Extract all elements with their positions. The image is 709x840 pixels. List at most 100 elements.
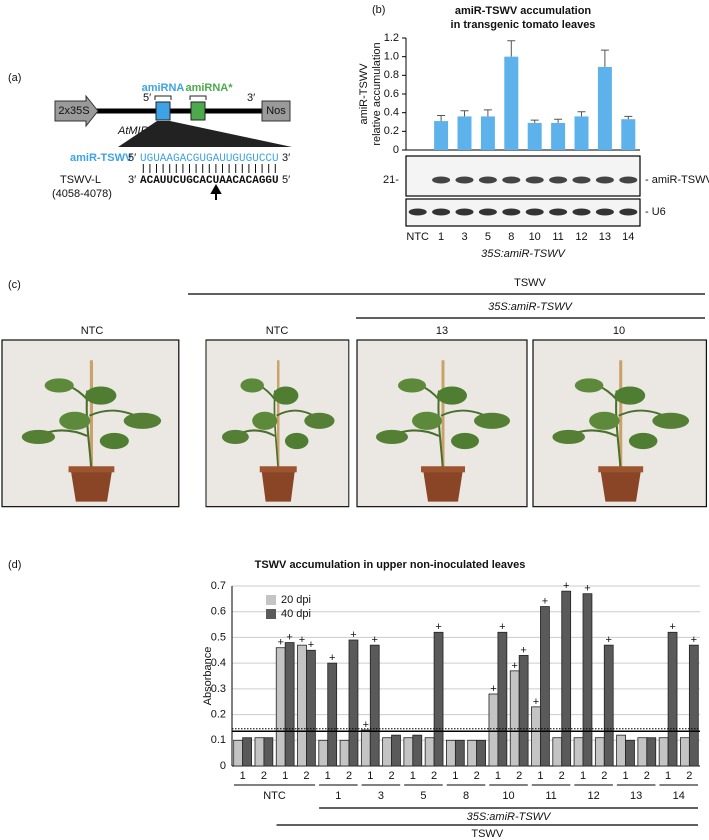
u6-band bbox=[432, 208, 451, 216]
x-tick-label: 1 bbox=[325, 770, 331, 782]
x-tick-label: 1 bbox=[282, 770, 288, 782]
y-tick-label: 0.2 bbox=[384, 125, 399, 137]
positive-marker: + bbox=[329, 652, 335, 664]
x-tick-label: 1 bbox=[665, 770, 671, 782]
group-label: 14 bbox=[673, 790, 685, 802]
x-tick-label: 2 bbox=[516, 770, 522, 782]
group-label: 12 bbox=[588, 790, 600, 802]
size-marker: 21- bbox=[383, 174, 399, 186]
y-tick-label: 0.7 bbox=[211, 580, 226, 592]
terminator: Nos bbox=[266, 105, 286, 117]
y-tick-label: 1.2 bbox=[384, 32, 399, 44]
bar bbox=[637, 737, 648, 767]
bar bbox=[275, 647, 286, 767]
promoter: 2x35S bbox=[58, 105, 89, 117]
u6-band bbox=[502, 208, 521, 216]
plant-label: NTC bbox=[266, 325, 289, 337]
bar bbox=[391, 734, 401, 767]
error-bar bbox=[483, 109, 492, 117]
y-tick-label: 0.6 bbox=[211, 606, 226, 618]
bar bbox=[254, 737, 265, 767]
x-tick-label: 1 bbox=[240, 770, 246, 782]
plant-label: NTC bbox=[81, 325, 104, 337]
small-rna-seq: UGUAAGACGUGAUUGUGUCCU bbox=[140, 153, 279, 165]
y-tick-label: 0.8 bbox=[384, 69, 399, 81]
x-tick-label: 14 bbox=[622, 231, 634, 243]
x-tick-label: 1 bbox=[537, 770, 543, 782]
positive-marker: + bbox=[490, 683, 496, 695]
amir-band bbox=[432, 176, 451, 184]
x-tick-label: 1 bbox=[452, 770, 458, 782]
terminator-box bbox=[261, 100, 291, 122]
positive-marker: + bbox=[363, 719, 369, 731]
legend-label: 40 dpi bbox=[281, 608, 311, 620]
u6-band bbox=[408, 208, 427, 216]
blot-label: - U6 bbox=[645, 206, 666, 218]
u6-band bbox=[549, 208, 568, 216]
amirna-label: amiRNA bbox=[142, 82, 185, 94]
target-seq: ACAUUCUGCACUAACACAGGU bbox=[140, 175, 279, 187]
error-bar bbox=[460, 110, 469, 117]
bar bbox=[594, 737, 605, 767]
group-label: 10 bbox=[502, 790, 514, 802]
y-tick-label: 0 bbox=[393, 144, 399, 156]
positive-marker: + bbox=[350, 629, 356, 641]
bracket-label: 35S:amiR-TSWV bbox=[467, 811, 552, 823]
amir-band bbox=[619, 176, 638, 184]
x-tick-label: 2 bbox=[644, 770, 650, 782]
y-axis-label: Absorbance bbox=[202, 647, 214, 706]
group-label: 11 bbox=[545, 790, 556, 802]
positive-marker: + bbox=[299, 634, 305, 646]
x-tick-label: 13 bbox=[599, 231, 611, 243]
error-bar bbox=[577, 111, 586, 117]
positive-marker: + bbox=[669, 621, 675, 633]
u6-band bbox=[572, 208, 591, 216]
bar bbox=[561, 590, 572, 767]
target-coords: (4058-4078) bbox=[52, 188, 112, 200]
legend-label: 20 dpi bbox=[281, 594, 311, 606]
three-prime: 3′ bbox=[247, 92, 255, 104]
cleavage-arrow bbox=[210, 183, 222, 200]
bar bbox=[339, 739, 350, 767]
small-rna-name: amiR-TSWV bbox=[70, 152, 133, 164]
zoom-wedge bbox=[118, 121, 292, 147]
group-label: NTC bbox=[263, 790, 286, 802]
panel-a: (a) 2x35S Nos amiRNA amiRNA* 5′ 3′ AtMIR… bbox=[8, 72, 292, 200]
five-prime: 5′ bbox=[282, 174, 290, 186]
amirna-box bbox=[155, 101, 171, 121]
bar bbox=[480, 116, 495, 150]
x-tick-label: 1 bbox=[410, 770, 416, 782]
promoter-arrow bbox=[54, 94, 99, 128]
error-bar bbox=[624, 115, 633, 120]
bar bbox=[658, 737, 669, 767]
x-tick-label: 12 bbox=[575, 231, 587, 243]
group-label: 5 bbox=[420, 790, 426, 802]
three-prime: 3′ bbox=[282, 152, 290, 164]
x-tick-label: 2 bbox=[686, 770, 692, 782]
bar bbox=[552, 737, 563, 767]
bar bbox=[433, 631, 444, 767]
bar bbox=[621, 119, 636, 150]
bar bbox=[574, 116, 589, 150]
bar bbox=[688, 644, 699, 767]
plant-photo bbox=[0, 338, 181, 509]
amir-band bbox=[455, 176, 474, 184]
bracket-label: TSWV bbox=[471, 828, 503, 840]
bar bbox=[424, 737, 435, 767]
x-tick-label: 10 bbox=[529, 231, 541, 243]
plant-label: 10 bbox=[613, 325, 625, 337]
amirna-star-box bbox=[190, 101, 206, 121]
blot-amir bbox=[405, 155, 641, 197]
group-label: 8 bbox=[463, 790, 469, 802]
five-prime: 5′ bbox=[143, 92, 151, 104]
treatment: TSWV bbox=[514, 277, 546, 289]
y-tick-label: 0.1 bbox=[211, 734, 226, 746]
bar bbox=[603, 644, 614, 767]
positive-marker: + bbox=[533, 696, 539, 708]
panel-c: (c) TSWV 35S:amiR-TSWV NTC NTC 13 10 bbox=[0, 277, 708, 509]
error-bar bbox=[437, 114, 446, 122]
u6-band bbox=[478, 208, 497, 216]
positive-marker: + bbox=[308, 639, 314, 651]
x-tick-label: 2 bbox=[559, 770, 565, 782]
